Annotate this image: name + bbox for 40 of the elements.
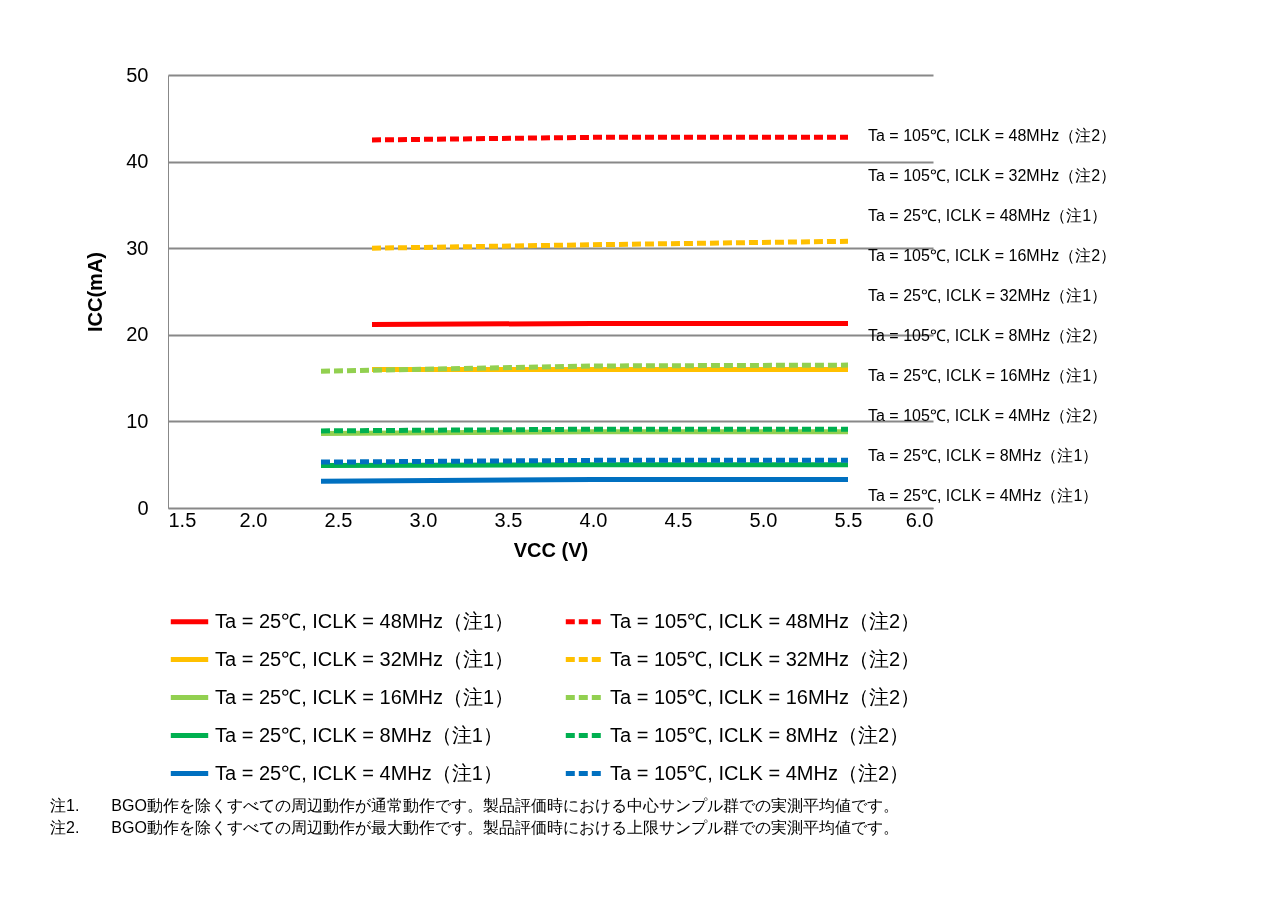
y-tick-label: 20 [126, 323, 149, 346]
legend-label: Ta = 25℃, ICLK = 4MHz（注1） [215, 761, 503, 784]
y-tick-label: 0 [137, 496, 149, 519]
annotation: Ta = 105℃, ICLK = 8MHz（注2） [868, 327, 1108, 344]
annotation: Ta = 105℃, ICLK = 32MHz（注2） [868, 167, 1117, 184]
legend-label: Ta = 25℃, ICLK = 48MHz（注1） [215, 609, 515, 632]
legend-label: Ta = 105℃, ICLK = 4MHz（注2） [610, 761, 910, 784]
legend-label: Ta = 25℃, ICLK = 16MHz（注1） [215, 685, 515, 708]
x-tick-label: 3.5 [494, 508, 523, 531]
x-tick-label: 5.5 [834, 508, 863, 531]
annotation: Ta = 25℃, ICLK = 8MHz（注1） [868, 447, 1099, 464]
x-tick-label: 2.5 [324, 508, 353, 531]
legend-label: Ta = 105℃, ICLK = 32MHz（注2） [610, 647, 921, 670]
y-tick-label: 40 [126, 150, 149, 173]
y-tick-label: 30 [126, 236, 149, 259]
legend-label: Ta = 105℃, ICLK = 8MHz（注2） [610, 723, 910, 746]
annotation: Ta = 25℃, ICLK = 16MHz（注1） [868, 367, 1108, 384]
text: 注2. BGO動作を除くすべての周辺動作が最大動作です。製品評価時における上限サンプル群での実測平均値です。 [50, 818, 899, 838]
x-tick-label: 6.0 [905, 508, 934, 531]
x-tick-label: 3.0 [409, 508, 438, 531]
x-tick-label: 5.0 [749, 508, 778, 531]
y-tick-label: 50 [126, 63, 149, 86]
x-tick-label: 1.5 [168, 508, 197, 531]
text: 注1. BGO動作を除くすべての周辺動作が通常動作です。製品評価時における中心サンプル群での実測平均値です。 [50, 796, 899, 816]
annotation: Ta = 25℃, ICLK = 4MHz（注1） [868, 487, 1099, 504]
annotation: Ta = 105℃, ICLK = 48MHz（注2） [868, 127, 1117, 144]
annotation: Ta = 105℃, ICLK = 16MHz（注2） [868, 247, 1117, 264]
x-tick-label: 4.0 [579, 508, 608, 531]
legend-label: Ta = 25℃, ICLK = 32MHz（注1） [215, 647, 515, 670]
x-tick-label: 2.0 [239, 508, 268, 531]
legend-label: Ta = 105℃, ICLK = 16MHz（注2） [610, 685, 921, 708]
legend-label: Ta = 25℃, ICLK = 8MHz（注1） [215, 723, 503, 746]
y-axis-title: ICC(mA) [84, 252, 107, 332]
annotation: Ta = 25℃, ICLK = 32MHz（注1） [868, 287, 1108, 304]
x-axis-title: VCC (V) [513, 538, 589, 561]
annotation: Ta = 105℃, ICLK = 4MHz（注2） [868, 407, 1108, 424]
legend-label: Ta = 105℃, ICLK = 48MHz（注2） [610, 609, 921, 632]
x-tick-label: 4.5 [664, 508, 693, 531]
annotation: Ta = 25℃, ICLK = 48MHz（注1） [868, 207, 1108, 224]
y-tick-label: 10 [126, 409, 149, 432]
